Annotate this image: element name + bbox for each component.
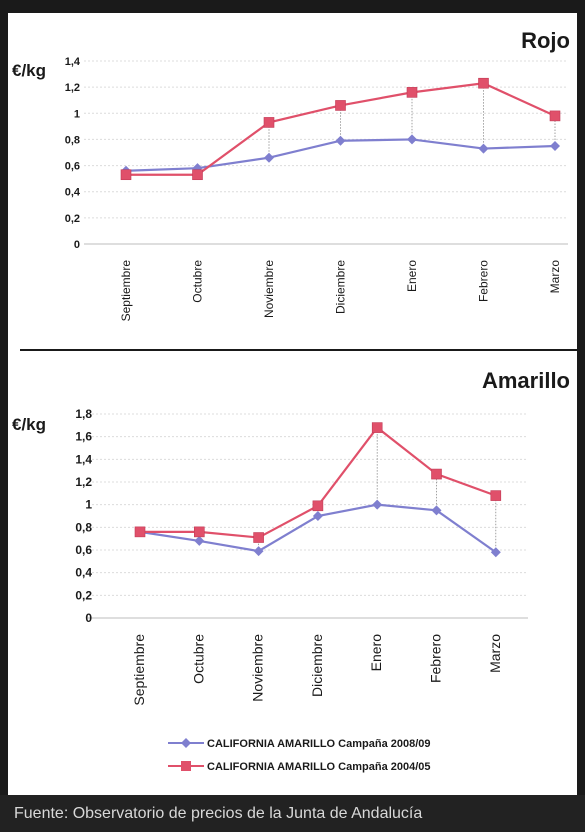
y-tick-label: 0,4 [75, 566, 92, 580]
data-point [335, 135, 346, 146]
y-tick-label: 1 [74, 108, 80, 120]
data-point [550, 140, 560, 151]
x-tick-label: Septiembre [131, 634, 147, 706]
x-tick-label: Diciembre [334, 260, 348, 314]
y-axis-label: €/kg [12, 61, 46, 80]
chart-1: Amarillo €/kg 0 0,2 0,4 0,6 0,8 1 1,2 1,4 1,6 1,8 Se… [12, 368, 570, 706]
y-tick-label: 1,4 [75, 452, 92, 466]
y-tick-label: 0,2 [65, 213, 80, 225]
series-line-1 [140, 426, 497, 539]
data-point [253, 546, 264, 557]
legend-label: CALIFORNIA AMARILLO Campaña 2004/05 [207, 761, 431, 773]
x-tick-label: Febrero [477, 260, 491, 302]
top-border [8, 10, 577, 13]
y-tick-label: 0 [74, 239, 80, 251]
data-point [431, 468, 442, 480]
source-footer: Fuente: Observatorio de precios de la Ju… [0, 795, 585, 832]
data-point [372, 499, 383, 510]
data-point [194, 535, 205, 546]
data-point [194, 526, 205, 538]
y-tick-label: 0,2 [75, 588, 92, 602]
chart-canvas: Rojo €/kg 0 0,2 0,4 0,6 0,8 1 1,2 1,4 Septiembre Oc… [8, 10, 577, 773]
data-point [335, 100, 346, 111]
data-point [406, 87, 418, 98]
y-tick-label: 0,6 [75, 543, 92, 557]
y-tick-label: 0,8 [65, 134, 80, 146]
data-point [263, 117, 275, 128]
y-tick-label: 1,2 [65, 82, 80, 94]
data-point [549, 110, 561, 122]
x-tick-label: Octubre [191, 260, 205, 303]
y-tick-label: 1,6 [75, 430, 92, 444]
data-point [120, 169, 132, 181]
data-point [490, 547, 501, 558]
x-tick-label: Enero [368, 634, 384, 672]
y-tick-label: 0,4 [65, 187, 81, 199]
data-point [478, 77, 489, 89]
data-point [407, 134, 417, 145]
x-tick-label: Marzo [548, 260, 562, 294]
y-axis-label: €/kg [12, 415, 46, 434]
chart-title: Rojo [521, 28, 570, 53]
x-tick-label: Octubre [190, 634, 206, 684]
data-point [312, 500, 324, 512]
legend: CALIFORNIA AMARILLO Campaña 2008/09 CALIF… [168, 738, 431, 773]
legend-marker [181, 738, 191, 748]
x-tick-label: Septiembre [119, 260, 133, 322]
data-point [371, 422, 383, 433]
x-tick-label: Noviembre [262, 260, 276, 318]
data-point [134, 526, 146, 538]
x-tick-label: Diciembre [309, 634, 325, 697]
data-point [478, 143, 489, 154]
x-tick-label: Febrero [428, 634, 444, 683]
data-point [192, 169, 203, 181]
y-tick-label: 1,2 [75, 475, 92, 489]
data-point [253, 532, 264, 543]
x-tick-label: Noviembre [250, 634, 266, 702]
x-tick-label: Enero [405, 260, 419, 292]
data-point [264, 152, 274, 163]
y-tick-label: 0 [85, 611, 92, 625]
chart-panel: Rojo €/kg 0 0,2 0,4 0,6 0,8 1 1,2 1,4 Septiembre Oc… [8, 10, 577, 795]
y-tick-label: 1 [85, 498, 92, 512]
y-tick-label: 1,4 [65, 56, 81, 68]
data-point [312, 511, 323, 521]
x-tick-label: Marzo [487, 634, 503, 673]
legend-marker [181, 761, 191, 771]
legend-label: CALIFORNIA AMARILLO Campaña 2008/09 [207, 738, 431, 750]
y-tick-label: 1,8 [75, 407, 92, 421]
y-tick-label: 0,6 [65, 161, 80, 173]
data-point [490, 490, 502, 501]
series-line-1 [126, 82, 556, 176]
chart-title: Amarillo [482, 368, 570, 393]
chart-0: Rojo €/kg 0 0,2 0,4 0,6 0,8 1 1,2 1,4 Septiembre Oc… [12, 28, 570, 321]
data-point [431, 505, 442, 516]
y-tick-label: 0,8 [75, 520, 92, 534]
